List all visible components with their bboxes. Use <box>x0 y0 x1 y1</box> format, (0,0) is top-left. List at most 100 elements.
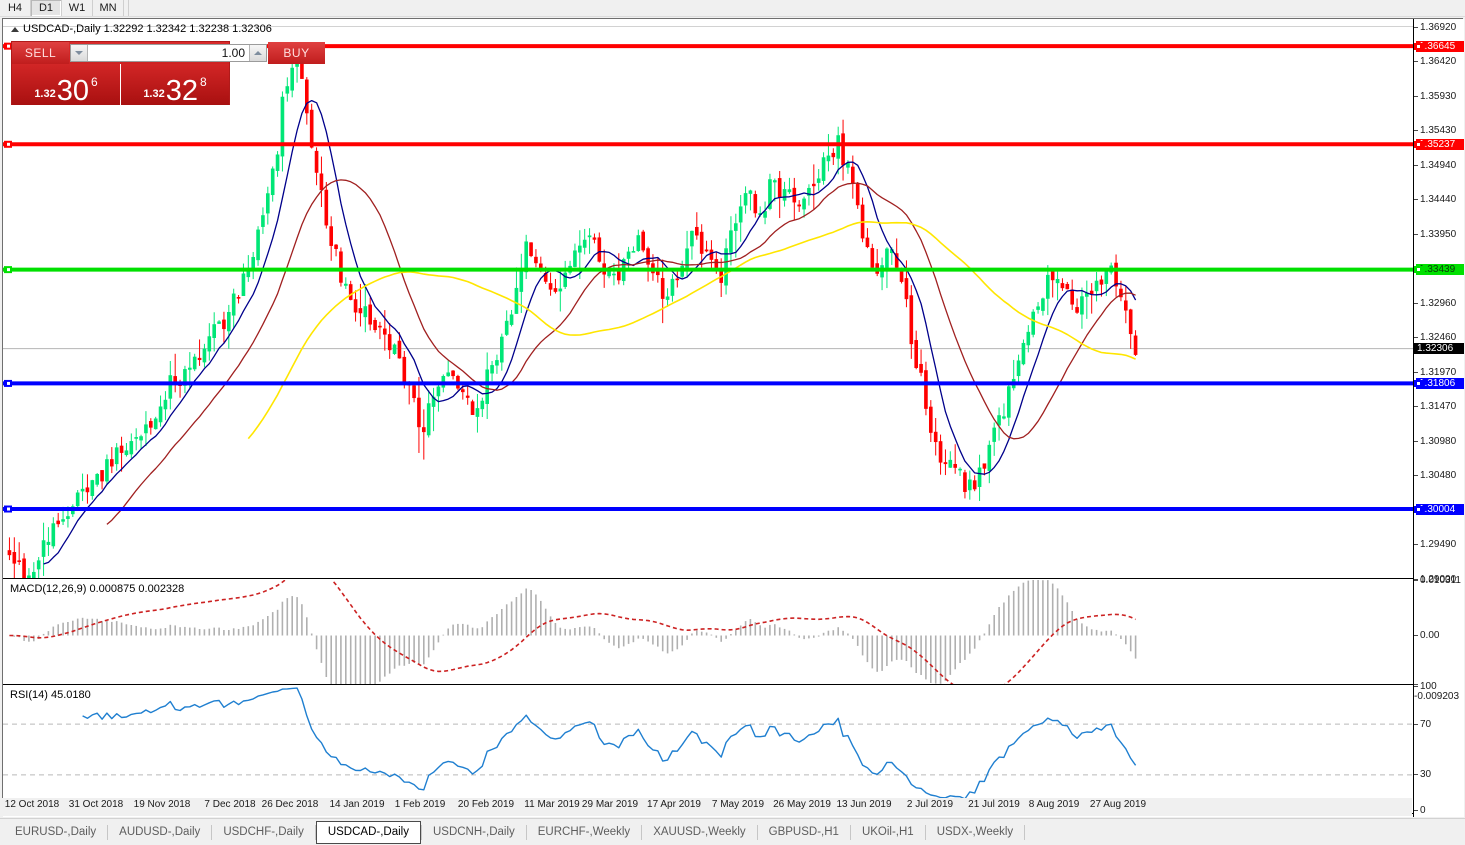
chart-tab-usdcad-daily[interactable]: USDCAD-,Daily <box>315 820 421 844</box>
macd-axis-tick: -0.009203 <box>1414 680 1465 702</box>
sell-price-quote[interactable]: 1.32 30 6 <box>12 64 120 106</box>
time-axis-label: 14 Jan 2019 <box>329 799 385 810</box>
buy-price-quote[interactable]: 1.32 32 8 <box>120 64 229 108</box>
time-axis-label: 13 Jun 2019 <box>836 799 892 810</box>
chart-tab-eurchf-weekly[interactable]: EURCHF-,Weekly <box>537 826 631 838</box>
buy-price-fraction: 8 <box>200 75 207 89</box>
price-pane[interactable] <box>3 27 1413 579</box>
time-axis-label: 17 Apr 2019 <box>647 799 701 810</box>
price-axis-tick: 1.33950 <box>1414 229 1465 240</box>
timeframe-button-mn[interactable]: MN <box>93 0 124 16</box>
price-level-handle-icon[interactable] <box>1414 42 1424 50</box>
chart-window: USDCAD-,Daily 1.32292 1.32342 1.32238 1.… <box>2 18 1464 817</box>
macd-pane[interactable]: MACD(12,26,9) 0.000875 0.002328 <box>3 580 1413 685</box>
price-level-handle-icon[interactable] <box>1414 379 1424 387</box>
price-axis-tick: 1.30480 <box>1414 470 1465 481</box>
chart-tab-bar: EURUSD-,Daily AUDUSD-,Daily USDCHF-,Daily U… <box>0 818 1465 845</box>
time-axis-label: 19 Nov 2018 <box>133 799 191 810</box>
tab-divider <box>849 824 851 840</box>
volume-decrement-icon[interactable] <box>71 45 88 61</box>
chart-symbol-title: USDCAD-,Daily 1.32292 1.32342 1.32238 1.… <box>11 23 272 35</box>
price-axis-tick: 1.30980 <box>1414 436 1465 447</box>
chart-tab-ukoil-h1[interactable]: UKOil-,H1 <box>861 826 914 838</box>
chart-tab-usdcnh-daily[interactable]: USDCNH-,Daily <box>432 826 515 838</box>
time-axis-label: 7 May 2019 <box>711 799 765 810</box>
tab-divider <box>756 824 758 840</box>
price-level-tag[interactable]: 1.36645 <box>1416 40 1464 52</box>
trade-panel-quotes: 1.32 30 6 1.32 32 8 <box>12 64 229 108</box>
trade-panel-header: SELL BUY <box>12 42 325 64</box>
price-level-tag[interactable]: 1.33439 <box>1416 264 1464 276</box>
rsi-axis-tick: 30 <box>1414 769 1465 780</box>
rsi-chart-canvas <box>3 687 1413 800</box>
time-axis-labels: 12 Oct 2018 31 Oct 2018 19 Nov 2018 7 Dec 2… <box>2 798 1412 816</box>
chart-top-strip <box>3 19 1413 27</box>
buy-price-big: 32 <box>165 75 198 108</box>
rsi-axis-tick: 0 <box>1414 805 1465 816</box>
time-axis-label: 12 Oct 2018 <box>4 799 60 810</box>
price-axis-tick: 1.29000 <box>1414 574 1465 585</box>
tab-divider <box>924 824 926 840</box>
chart-tab-gbpusd-h1[interactable]: GBPUSD-,H1 <box>768 826 839 838</box>
price-chart-canvas <box>3 42 1413 578</box>
macd-axis-tick: 0.00 <box>1414 630 1465 641</box>
collapse-triangle-icon[interactable] <box>11 26 19 32</box>
tab-divider <box>525 824 527 840</box>
price-axis-tick: 1.34440 <box>1414 194 1465 205</box>
chart-tab-xauusd-weekly[interactable]: XAUUSD-,Weekly <box>653 826 746 838</box>
sell-price-prefix: 1.32 <box>34 88 56 100</box>
price-level-tag[interactable]: 1.35237 <box>1416 138 1464 150</box>
price-axis-tick: 1.29490 <box>1414 539 1465 550</box>
time-axis-label: 31 Oct 2018 <box>68 799 124 810</box>
tab-divider <box>641 824 643 840</box>
price-axis-tick: 1.36420 <box>1414 56 1465 67</box>
buy-button[interactable]: BUY <box>268 42 325 64</box>
price-level-handle-icon[interactable] <box>1414 140 1424 148</box>
time-axis-label: 7 Dec 2018 <box>204 799 256 810</box>
price-axis-tick: 1.31470 <box>1414 401 1465 412</box>
time-axis-label: 20 Feb 2019 <box>457 799 515 810</box>
chart-tab-audusd-daily[interactable]: AUDUSD-,Daily <box>119 826 201 838</box>
price-axis-tick: 1.35430 <box>1414 125 1465 136</box>
time-axis-label: 2 Jul 2019 <box>906 799 954 810</box>
time-axis-label: 26 Dec 2018 <box>261 799 319 810</box>
volume-stepper[interactable] <box>70 44 267 62</box>
price-level-handle-icon[interactable] <box>1414 505 1424 513</box>
rsi-indicator-label: RSI(14) 45.0180 <box>10 689 91 701</box>
timeframe-button-d1[interactable]: D1 <box>31 0 62 16</box>
sell-button[interactable]: SELL <box>12 42 69 64</box>
timeframe-button-h4[interactable]: H4 <box>0 0 31 16</box>
macd-axis-tick: 0.010311 <box>1414 575 1465 586</box>
volume-input[interactable] <box>88 45 249 61</box>
chart-symbol-label: USDCAD-,Daily 1.32292 1.32342 1.32238 1.… <box>23 23 272 35</box>
macd-chart-canvas <box>9 580 1137 684</box>
price-level-tag[interactable]: 1.30004 <box>1416 503 1464 515</box>
tab-divider <box>1024 824 1026 840</box>
time-axis-label: 21 Jul 2019 <box>968 799 1020 810</box>
current-price-tag: 1.32306 <box>1414 343 1464 355</box>
rsi-pane[interactable]: RSI(14) 45.0180 <box>3 686 1413 813</box>
chart-tab-usdx-weekly[interactable]: USDX-,Weekly <box>936 826 1014 838</box>
tab-divider <box>314 824 316 840</box>
price-level-handle-icon[interactable] <box>1414 266 1424 274</box>
tab-divider <box>420 824 422 840</box>
price-axis-tick: 1.36920 <box>1414 22 1465 33</box>
rsi-axis-tick: 70 <box>1414 719 1465 730</box>
toolbar-divider <box>124 0 129 16</box>
timeframe-button-w1[interactable]: W1 <box>62 0 93 16</box>
time-axis-label: 1 Feb 2019 <box>394 799 446 810</box>
sell-price-fraction: 6 <box>91 75 98 89</box>
price-level-tag[interactable]: 1.31806 <box>1416 377 1464 389</box>
price-axis[interactable]: 1.36920 1.36420 1.35930 1.35430 1.34940 1.344… <box>1413 19 1464 817</box>
chart-tab-usdchf-daily[interactable]: USDCHF-,Daily <box>223 826 304 838</box>
volume-increment-icon[interactable] <box>249 45 266 61</box>
rsi-axis-tick: 100 <box>1414 681 1465 692</box>
macd-indicator-label: MACD(12,26,9) 0.000875 0.002328 <box>10 583 185 595</box>
time-axis-label: 27 Aug 2019 <box>1089 799 1147 810</box>
time-axis-label: 11 Mar 2019 <box>524 799 580 810</box>
time-axis-label: 8 Aug 2019 <box>1028 799 1080 810</box>
chart-tab-eurusd-daily[interactable]: EURUSD-,Daily <box>15 826 97 838</box>
price-axis-tick: 1.35930 <box>1414 91 1465 102</box>
